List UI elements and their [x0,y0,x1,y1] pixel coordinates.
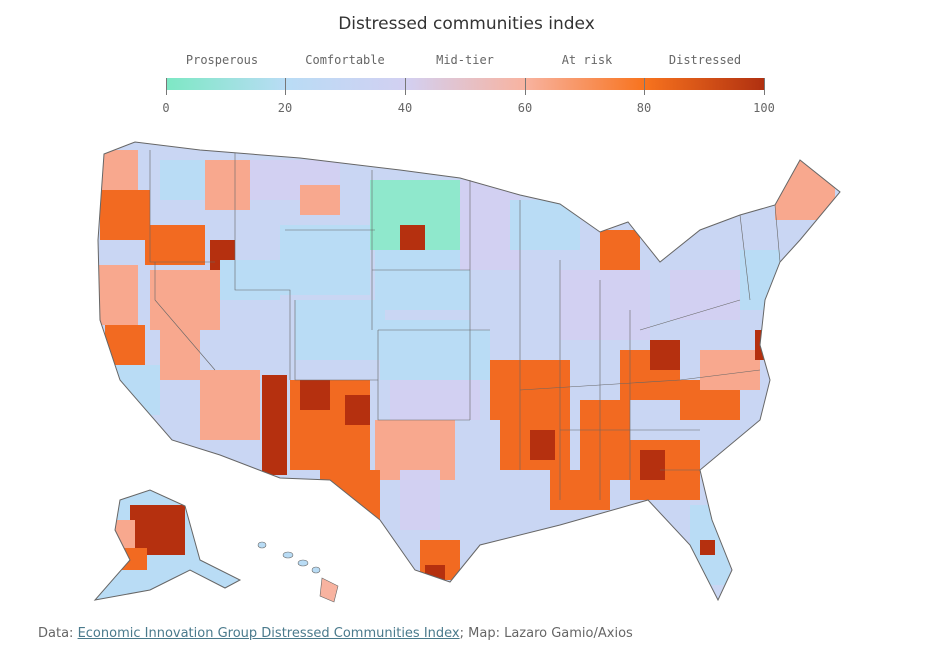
lower-48-states [97,141,841,602]
legend-tick-label-20: 20 [277,101,293,115]
us-choropleth-map [93,141,841,603]
source-prefix: Data: [38,626,78,641]
legend-category-distressed: Distressed [668,53,742,67]
legend-color-scale [166,78,764,90]
legend-tick-label-60: 60 [517,101,533,115]
alaska [93,489,242,601]
legend: Prosperous Comfortable Mid-tier At risk … [0,0,933,130]
legend-category-at-risk: At risk [561,53,613,67]
source-credit: Data: Economic Innovation Group Distress… [38,626,633,641]
legend-tick [525,78,526,95]
source-suffix: ; Map: Lazaro Gamio/Axios [459,626,633,641]
map-title: Distressed communities index [338,14,595,34]
legend-category-comfortable: Comfortable [305,53,385,67]
legend-tick [644,78,645,95]
legend-tick-label-0: 0 [162,101,170,115]
hawaii [257,541,339,603]
legend-tick [166,78,167,95]
legend-tick-label-100: 100 [753,101,775,115]
legend-tick-label-80: 80 [636,101,652,115]
source-link[interactable]: Economic Innovation Group Distressed Com… [77,626,460,641]
legend-tick-label-40: 40 [397,101,413,115]
legend-tick [764,78,765,95]
legend-category-mid-tier: Mid-tier [436,53,494,67]
legend-tick [285,78,286,95]
legend-tick [405,78,406,95]
legend-category-prosperous: Prosperous [185,53,259,67]
